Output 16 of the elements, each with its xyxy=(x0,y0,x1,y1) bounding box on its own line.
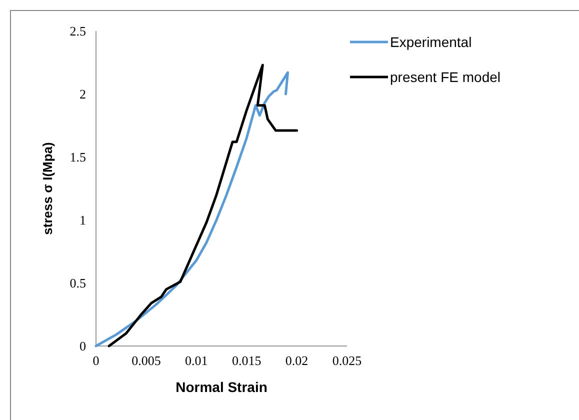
x-tick-label: 0 xyxy=(92,353,100,368)
legend-label: Experimental xyxy=(390,34,472,50)
legend-label: present FE model xyxy=(390,68,500,85)
y-tick-label: 0.5 xyxy=(70,276,86,291)
y-tick-label: 1.5 xyxy=(70,150,86,165)
y-tick-label: 2.5 xyxy=(70,24,86,39)
y-tick-label: 1 xyxy=(80,212,86,228)
x-tick-label: 0.005 xyxy=(132,353,161,368)
x-tick-label: 0.01 xyxy=(185,353,208,368)
x-tick-label: 0.025 xyxy=(332,353,362,368)
x-tick-label: 0.02 xyxy=(285,353,308,368)
x-tick-label: 0.015 xyxy=(232,353,262,368)
y-tick-label: 0 xyxy=(80,338,86,354)
x-axis-title: Normal Strain xyxy=(176,379,268,395)
y-tick-label: 2 xyxy=(80,86,86,102)
y-axis-title: stress σ I(Mpa) xyxy=(40,142,55,235)
